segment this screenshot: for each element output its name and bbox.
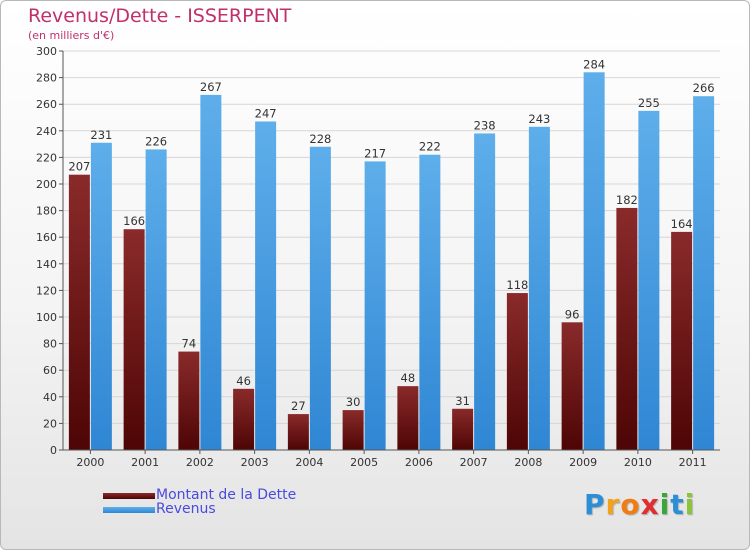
x-tick-label: 2000 [76, 456, 104, 469]
y-tick-label: 60 [43, 364, 57, 377]
y-tick-label: 160 [36, 231, 57, 244]
data-label-dette: 118 [506, 278, 528, 292]
bar-dette-2001 [123, 229, 145, 450]
bar-revenus-2010 [638, 110, 660, 450]
data-label-revenus: 284 [583, 57, 605, 71]
bar-revenus-2011 [693, 96, 715, 450]
x-tick-label: 2004 [295, 456, 323, 469]
x-tick-label: 2007 [460, 456, 488, 469]
data-label-dette: 27 [291, 399, 306, 413]
bar-dette-2002 [178, 351, 200, 450]
data-label-dette: 96 [565, 307, 580, 321]
bar-revenus-2006 [419, 154, 441, 451]
x-tick-label: 2009 [569, 456, 597, 469]
x-tick-label: 2003 [241, 456, 269, 469]
bar-revenus-2003 [255, 121, 277, 451]
data-label-revenus: 217 [364, 146, 386, 160]
data-label-dette: 48 [401, 371, 416, 385]
bar-dette-2003 [233, 388, 255, 450]
bar-dette-2004 [287, 414, 309, 450]
data-label-revenus: 267 [200, 80, 222, 94]
data-label-revenus: 222 [419, 140, 441, 154]
bar-revenus-2005 [364, 161, 386, 450]
bar-revenus-2009 [583, 72, 605, 450]
y-tick-label: 0 [50, 444, 57, 457]
legend-swatch-dette [103, 493, 155, 499]
bar-dette-2007 [452, 408, 474, 450]
data-label-dette: 74 [182, 337, 197, 351]
data-labels: 207 231 166 226 74 267 46 247 27 228 30 217 48 222 31 2… [68, 57, 714, 413]
x-tick-label: 2005 [350, 456, 378, 469]
logo-letter: x [640, 488, 660, 521]
data-label-revenus: 231 [90, 128, 112, 142]
bar-revenus-2008 [528, 126, 550, 450]
legend-swatch-revenus [103, 507, 155, 513]
x-tick-label: 2010 [624, 456, 652, 469]
axes: 0 20 40 60 80 100 120 140 160 180 200 220 240 260 280 3… [36, 45, 720, 469]
bar-revenus-2000 [90, 142, 112, 450]
data-label-dette: 182 [616, 193, 638, 207]
data-label-revenus: 243 [528, 112, 550, 126]
y-tick-label: 240 [36, 125, 57, 138]
x-tick-label: 2006 [405, 456, 433, 469]
y-tick-label: 200 [36, 178, 57, 191]
y-tick-label: 120 [36, 284, 57, 297]
logo-letter: t [670, 488, 685, 521]
y-tick-label: 180 [36, 205, 57, 218]
bar-dette-2008 [506, 293, 528, 450]
data-label-dette: 166 [123, 214, 145, 228]
x-tick-label: 2011 [679, 456, 707, 469]
data-label-revenus: 255 [638, 96, 660, 110]
chart-subtitle: (en milliers d'€) [28, 29, 115, 42]
data-label-dette: 30 [346, 395, 361, 409]
y-tick-label: 300 [36, 45, 57, 58]
grid [63, 50, 720, 451]
bar-dette-2005 [342, 410, 364, 450]
data-label-dette: 207 [68, 160, 90, 174]
data-label-revenus: 247 [255, 106, 277, 120]
data-label-revenus: 266 [693, 81, 715, 95]
logo-letter: P [584, 488, 606, 521]
y-tick-label: 100 [36, 311, 57, 324]
bar-dette-2011 [671, 231, 693, 450]
data-label-revenus: 226 [145, 134, 167, 148]
y-tick-label: 140 [36, 258, 57, 271]
bar-revenus-2007 [474, 133, 496, 450]
data-label-dette: 164 [671, 217, 693, 231]
y-tick-label: 220 [36, 151, 57, 164]
bar-dette-2000 [68, 174, 90, 450]
y-tick-label: 80 [43, 338, 57, 351]
bar-revenus-2002 [200, 94, 222, 450]
legend-label-revenus: Revenus [156, 501, 216, 517]
data-label-revenus: 228 [309, 132, 331, 146]
bar-dette-2010 [616, 207, 638, 450]
proxiti-logo: Proxiti [584, 488, 695, 521]
y-tick-label: 260 [36, 98, 57, 111]
logo-letter: r [605, 488, 621, 521]
data-label-revenus: 238 [474, 118, 496, 132]
chart-title: Revenus/Dette - ISSERPENT [28, 5, 292, 27]
x-tick-label: 2008 [514, 456, 542, 469]
x-tick-label: 2002 [186, 456, 214, 469]
x-tick-label: 2001 [131, 456, 159, 469]
bar-revenus-2001 [145, 149, 167, 451]
logo-letter: i [659, 488, 671, 521]
legend-label-dette: Montant de la Dette [156, 487, 297, 503]
logo-letter: i [684, 488, 696, 521]
logo-letter: o [620, 488, 641, 521]
y-tick-label: 280 [36, 72, 57, 85]
bars [68, 72, 715, 451]
data-label-dette: 46 [236, 374, 251, 388]
y-tick-label: 40 [43, 391, 57, 404]
bar-dette-2006 [397, 386, 419, 450]
bar-dette-2009 [561, 322, 583, 450]
data-label-dette: 31 [455, 394, 470, 408]
bar-revenus-2004 [309, 146, 331, 450]
y-tick-label: 20 [43, 417, 57, 430]
